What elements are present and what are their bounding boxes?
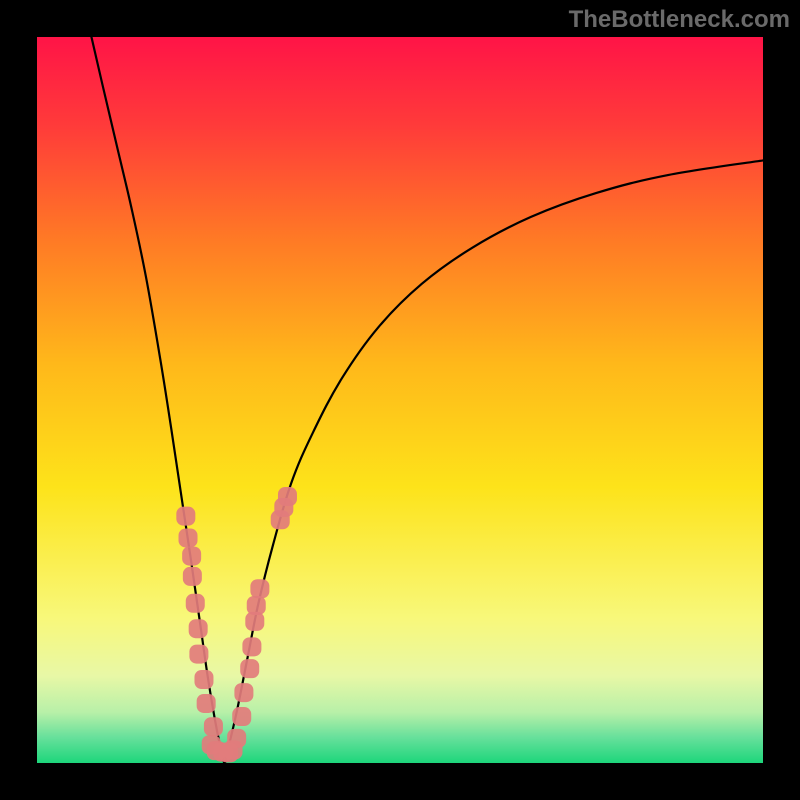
watermark-text: TheBottleneck.com — [569, 6, 790, 34]
chart-frame: TheBottleneck.com — [0, 0, 800, 800]
data-marker — [179, 528, 198, 547]
data-marker — [197, 694, 216, 713]
chart-svg — [0, 0, 800, 800]
data-marker — [250, 579, 269, 598]
data-marker — [232, 707, 251, 726]
data-marker — [204, 717, 223, 736]
data-marker — [189, 645, 208, 664]
data-marker — [278, 487, 297, 506]
data-marker — [247, 596, 266, 615]
data-marker — [182, 547, 201, 566]
data-marker — [227, 729, 246, 748]
data-marker — [242, 637, 261, 656]
data-marker — [194, 670, 213, 689]
data-marker — [234, 683, 253, 702]
data-marker — [240, 659, 259, 678]
plot-background — [37, 37, 763, 763]
data-marker — [183, 567, 202, 586]
data-marker — [186, 594, 205, 613]
data-marker — [176, 507, 195, 526]
data-marker — [189, 619, 208, 638]
